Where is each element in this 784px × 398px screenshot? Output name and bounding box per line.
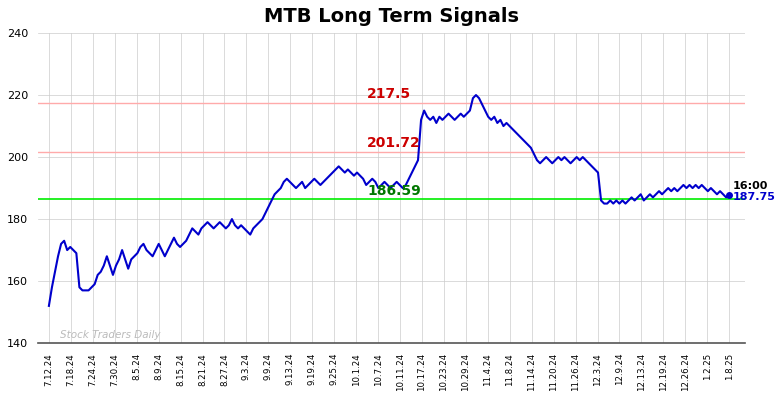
Title: MTB Long Term Signals: MTB Long Term Signals	[263, 7, 519, 26]
Text: 16:00: 16:00	[732, 181, 768, 191]
Text: 186.59: 186.59	[367, 184, 421, 198]
Text: 187.75: 187.75	[732, 192, 775, 202]
Text: 217.5: 217.5	[367, 87, 412, 101]
Text: Stock Traders Daily: Stock Traders Daily	[60, 330, 161, 340]
Text: 201.72: 201.72	[367, 136, 421, 150]
